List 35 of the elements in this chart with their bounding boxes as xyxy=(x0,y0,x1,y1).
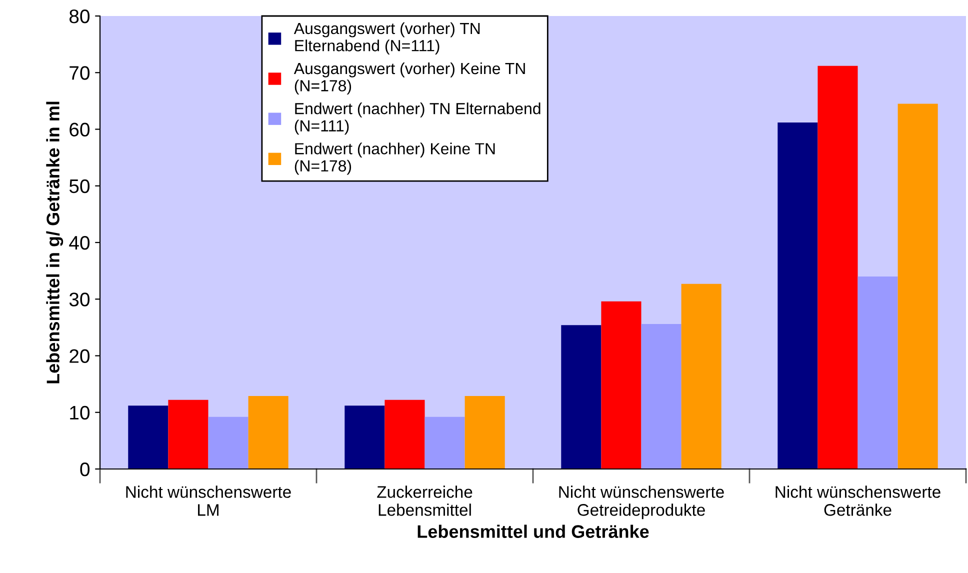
y-tick-label: 20 xyxy=(70,349,90,363)
y-tick-label: 60 xyxy=(70,122,90,136)
x-tick-label: Nicht wünschenswerte Getränke xyxy=(776,486,940,516)
legend-label: Endwert (nachher) Keine TN (N=178) xyxy=(294,142,495,175)
bar xyxy=(561,325,602,469)
bar xyxy=(464,396,505,469)
x-axis-title: Lebensmittel und Getränke xyxy=(418,524,649,538)
y-tick-label: 40 xyxy=(69,236,90,250)
bar xyxy=(248,396,288,469)
y-tick-label: 80 xyxy=(69,9,90,24)
bar xyxy=(128,406,168,469)
bar xyxy=(384,400,425,469)
y-tick-label: 30 xyxy=(69,292,90,306)
bar xyxy=(681,284,722,469)
y-tick-label: 50 xyxy=(69,179,90,194)
bar xyxy=(778,122,818,469)
y-tick-label: 70 xyxy=(70,66,90,80)
bar xyxy=(818,66,858,469)
legend-label: Endwert (nachher) TN Elternabend (N=111) xyxy=(294,102,540,135)
bar xyxy=(208,416,248,469)
bar xyxy=(641,324,682,469)
bar xyxy=(344,406,385,469)
y-tick-label: 10 xyxy=(70,406,90,420)
x-tick-label: Nicht wünschenswerte LM xyxy=(126,486,291,516)
bar xyxy=(601,301,642,469)
y-tick-label: 0 xyxy=(80,462,90,476)
x-tick-label: Zuckerreiche Lebensmittel xyxy=(377,486,472,516)
bar xyxy=(168,400,208,469)
y-axis-title: Lebensmittel in g/ Getränke in ml xyxy=(46,102,64,384)
bar xyxy=(858,276,898,469)
bar xyxy=(898,104,938,469)
legend-label: Ausgangswert (vorher) TN Elternabend (N=111) xyxy=(294,22,480,54)
bar xyxy=(424,416,465,469)
legend-label: Ausgangswert (vorher) Keine TN (N=178) xyxy=(294,62,525,95)
x-tick-label: Nicht wünschenswerte Getreideprodukte xyxy=(559,486,724,520)
